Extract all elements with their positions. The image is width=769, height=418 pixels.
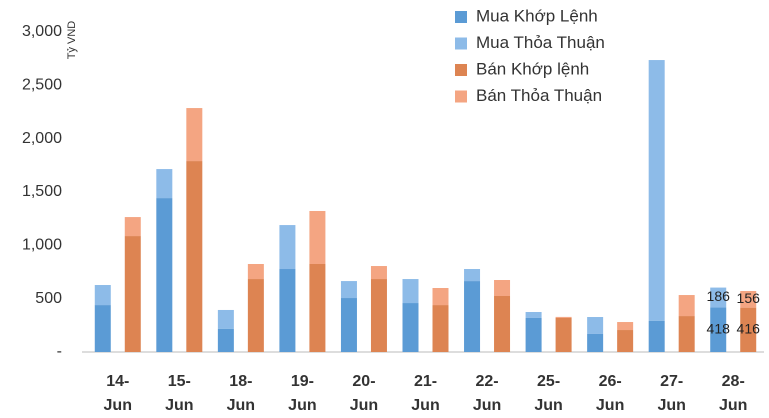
bar-segment (217, 309, 234, 329)
bar-segment (186, 108, 203, 162)
bar-segment (156, 169, 173, 199)
y-tick-label: 1,500 (22, 183, 62, 200)
bar-segment (217, 328, 234, 352)
legend-label: Mua Khớp Lệnh (476, 6, 598, 25)
data-label: 418 (707, 320, 731, 336)
bar-segment (309, 264, 326, 352)
bar-segment (186, 161, 203, 352)
y-tick-label: 2,500 (22, 77, 62, 94)
bar-segment (525, 312, 542, 318)
x-tick-label: 18-Jun (227, 373, 255, 414)
data-label: 186 (707, 288, 731, 304)
legend-label: Mua Thỏa Thuận (476, 33, 605, 52)
bar-segment (740, 307, 757, 352)
legend-swatch (455, 11, 467, 23)
x-tick-label: 26-Jun (596, 373, 624, 414)
bar-segment (402, 303, 419, 352)
legend-swatch (455, 37, 467, 50)
bar-segment (156, 198, 173, 352)
legend-swatch (455, 64, 467, 76)
bar-segment (678, 316, 695, 352)
bar-segment (432, 288, 449, 306)
y-tick-label: - (57, 343, 62, 360)
bar-segment (247, 264, 264, 280)
x-tick-label: 15-Jun (165, 373, 193, 414)
bar-segment (648, 60, 665, 321)
data-label: 156 (737, 290, 761, 306)
bar-segment (464, 269, 481, 282)
bar-segment (124, 217, 141, 237)
bar-segment (494, 296, 511, 352)
bar-segment (525, 317, 542, 352)
bar-segment (740, 290, 757, 308)
y-tick-label: 2,000 (22, 130, 62, 147)
bar-segment (370, 279, 387, 352)
bar-segment (678, 295, 695, 317)
bar-segment (94, 305, 111, 352)
x-tick-label: 27-Jun (657, 373, 685, 414)
bar-segment (279, 225, 296, 270)
bar-segment (309, 210, 326, 264)
x-tick-label: 22-Jun (473, 373, 501, 414)
bar-segment (340, 281, 357, 299)
legend-swatch (455, 90, 467, 103)
bar-segment (94, 285, 111, 306)
x-tick-label: 21-Jun (411, 373, 439, 414)
y-axis-label: Tỷ VND (66, 21, 78, 60)
x-tick-label: 14-Jun (104, 373, 132, 414)
bar-segment (279, 269, 296, 352)
x-tick-label: 25-Jun (534, 373, 562, 414)
bar-segment (464, 281, 481, 352)
y-tick-label: 500 (35, 290, 62, 307)
bar-segment (555, 316, 572, 318)
bar-segment (494, 280, 511, 296)
legend-label: Bán Thỏa Thuận (476, 86, 602, 105)
bar-segment (402, 279, 419, 304)
bar-segment (587, 333, 604, 352)
bar-segment (555, 317, 572, 352)
bar-segment (648, 320, 665, 352)
y-tick-label: 1,000 (22, 237, 62, 254)
y-tick-label: 3,000 (22, 23, 62, 40)
bar-segment (432, 305, 449, 352)
bar-segment (710, 287, 727, 308)
bar-segment (340, 298, 357, 352)
x-tick-label: 28-Jun (719, 373, 747, 414)
bar-segment (247, 279, 264, 352)
bar-segment (370, 266, 387, 280)
bar-segment (710, 307, 727, 352)
x-tick-label: 19-Jun (288, 373, 316, 414)
legend-label: Bán Khớp lệnh (476, 59, 589, 78)
bar-segment (124, 236, 141, 352)
x-tick-label: 20-Jun (350, 373, 378, 414)
data-label: 416 (737, 321, 761, 337)
bar-segment (587, 317, 604, 334)
bar-segment (617, 330, 634, 352)
bar-segment (617, 322, 634, 331)
